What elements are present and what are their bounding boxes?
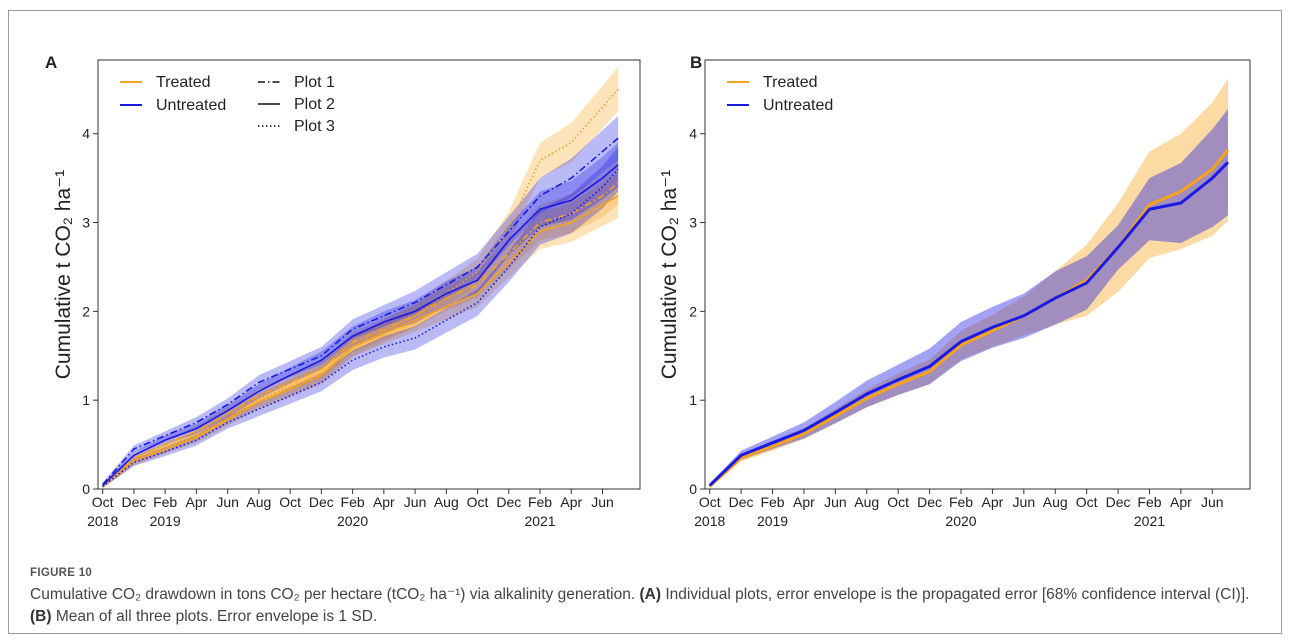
y-tick-label: 1 — [689, 392, 697, 408]
x-tick-label: Feb — [153, 494, 177, 510]
x-tick-label: Apr — [560, 494, 582, 510]
line — [102, 137, 619, 486]
x-tick-label: Aug — [854, 494, 879, 510]
x-year-label: 2019 — [757, 513, 788, 529]
plot-frame — [704, 59, 1251, 490]
x-tick-label: Apr — [793, 494, 815, 510]
legend-label: Plot 1 — [294, 74, 335, 91]
y-tick-label: 2 — [82, 303, 90, 319]
x-tick-label: Oct — [1076, 494, 1098, 510]
y-tick-label: 4 — [82, 126, 90, 142]
legend-label: Untreated — [156, 97, 226, 114]
figure-frame — [8, 10, 1282, 634]
y-tick-label: 0 — [82, 481, 90, 497]
caption-part: Mean of all three plots. Error envelope … — [55, 608, 378, 625]
x-tick-label: Feb — [1137, 494, 1161, 510]
x-tick-label: Jun — [404, 494, 427, 510]
x-tick-label: Jun — [824, 494, 847, 510]
x-tick-label: Oct — [467, 494, 489, 510]
error-band — [102, 160, 619, 489]
line — [102, 164, 619, 487]
caption: FIGURE 10 Cumulative CO₂ drawdown in ton… — [30, 562, 1260, 628]
x-year-label: 2019 — [150, 513, 181, 529]
figure-label: FIGURE 10 — [30, 567, 93, 579]
legend-label: Plot 2 — [294, 96, 335, 113]
caption-label: (A) — [639, 586, 661, 603]
x-tick-label: Feb — [528, 494, 552, 510]
caption-part: Individual plots, error envelope is the … — [665, 586, 1250, 603]
x-year-label: 2020 — [945, 513, 976, 529]
x-year-label: 2018 — [694, 513, 725, 529]
x-tick-label: Apr — [1170, 494, 1192, 510]
x-tick-label: Jun — [216, 494, 239, 510]
x-tick-label: Dec — [917, 494, 942, 510]
x-tick-label: Dec — [121, 494, 146, 510]
y-tick-label: 3 — [689, 215, 697, 231]
line — [102, 88, 619, 487]
x-tick-label: Dec — [496, 494, 521, 510]
x-tick-label: Jun — [1201, 494, 1224, 510]
legend-label: Treated — [156, 74, 211, 91]
plot-area — [708, 78, 1230, 489]
error-band — [102, 142, 619, 488]
x-tick-label: Aug — [246, 494, 271, 510]
x-tick-label: Jun — [1013, 494, 1036, 510]
y-tick-label: 1 — [82, 392, 90, 408]
legend-label: Plot 3 — [294, 118, 335, 135]
x-year-label: 2018 — [87, 513, 118, 529]
plot-frame — [97, 59, 641, 490]
plot-area — [102, 67, 619, 489]
line — [102, 181, 619, 487]
x-tick-label: Dec — [309, 494, 334, 510]
line — [102, 195, 619, 487]
x-year-label: 2020 — [337, 513, 368, 529]
x-tick-label: Feb — [341, 494, 365, 510]
caption-text: Cumulative CO₂ drawdown in tons CO₂ per … — [30, 584, 1260, 628]
x-tick-label: Dec — [729, 494, 754, 510]
line — [708, 148, 1230, 488]
line — [708, 161, 1230, 487]
y-axis-title: Cumulative t CO₂ ha⁻¹ — [52, 170, 75, 379]
x-year-label: 2021 — [1134, 513, 1165, 529]
y-tick-label: 4 — [689, 126, 697, 142]
x-tick-label: Oct — [279, 494, 301, 510]
x-tick-label: Aug — [1043, 494, 1068, 510]
y-tick-label: 2 — [689, 303, 697, 319]
x-tick-label: Oct — [887, 494, 909, 510]
error-band — [709, 78, 1229, 489]
chart: A Cumulative t CO₂ ha⁻¹ 0 1 2 3 4 Oct Dec Feb Apr J… — [45, 53, 1251, 529]
line — [102, 168, 619, 487]
error-band — [102, 173, 619, 489]
legend-label: Treated — [763, 74, 818, 91]
caption-intro: Cumulative CO₂ drawdown in tons CO₂ per … — [30, 586, 636, 603]
x-tick-label: Feb — [949, 494, 973, 510]
y-axis-title: Cumulative t CO₂ ha⁻¹ — [658, 170, 681, 379]
x-tick-label: Apr — [373, 494, 395, 510]
x-year-label: 2021 — [524, 513, 555, 529]
panel-label: B — [690, 53, 702, 72]
caption-label: (B) — [30, 608, 52, 625]
x-tick-label: Apr — [186, 494, 208, 510]
x-tick-label: Aug — [434, 494, 459, 510]
x-tick-label: Oct — [699, 494, 721, 510]
y-tick-label: 3 — [82, 215, 90, 231]
x-tick-label: Oct — [92, 494, 114, 510]
x-tick-label: Dec — [1106, 494, 1131, 510]
y-tick-label: 0 — [689, 481, 697, 497]
legend-label: Untreated — [763, 97, 833, 114]
x-tick-label: Apr — [982, 494, 1004, 510]
panel-label: A — [45, 53, 57, 72]
x-tick-label: Jun — [591, 494, 614, 510]
x-tick-label: Feb — [760, 494, 784, 510]
